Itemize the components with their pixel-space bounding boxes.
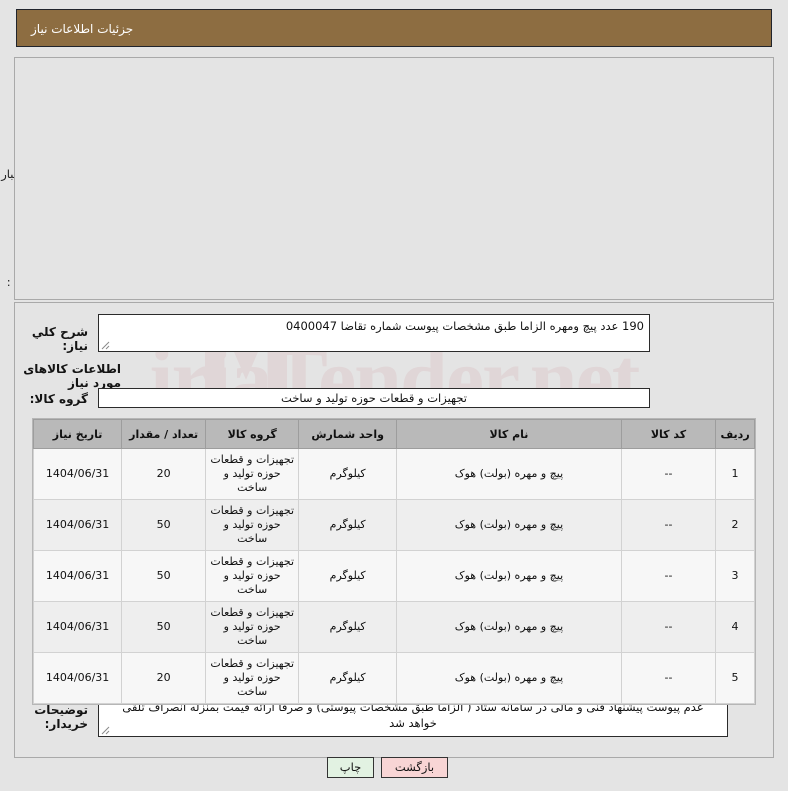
cell-name: پیچ و مهره (بولت) هوک (396, 499, 622, 551)
goods-section-heading: اطلاعات کالاهای مورد نیاز (23, 362, 121, 390)
col-header-code: کد کالا (620, 419, 717, 449)
cell-name: پیچ و مهره (بولت) هوک (396, 550, 622, 602)
cell-unit: کیلوگرم (298, 448, 398, 500)
need-description-textarea[interactable]: 190 عدد پیچ ومهره الزاما طبق مشخصات پیوس… (98, 314, 650, 352)
cell-date: 1404/06/31 (32, 601, 123, 653)
goods-group-field[interactable]: تجهیزات و قطعات حوزه تولید و ساخت (98, 388, 650, 408)
cell-radif: 1 (715, 448, 755, 500)
cell-group: تجهیزات و قطعات حوزه تولید و ساخت (205, 550, 300, 602)
table-row[interactable]: 4 -- پیچ و مهره (بولت) هوک کیلوگرم تجهیز… (32, 601, 755, 653)
cell-name: پیچ و مهره (بولت) هوک (396, 601, 622, 653)
cell-group: تجهیزات و قطعات حوزه تولید و ساخت (205, 601, 300, 653)
col-header-date: تاریخ نیاز (32, 419, 123, 449)
cell-group: تجهیزات و قطعات حوزه تولید و ساخت (205, 499, 300, 551)
table-row[interactable]: 1 -- پیچ و مهره (بولت) هوک کیلوگرم تجهیز… (32, 448, 755, 500)
items-table: ردیف کد کالا نام کالا واحد شمارش گروه کا… (32, 419, 755, 704)
col-header-radif: ردیف (715, 419, 755, 449)
table-row[interactable]: 2 -- پیچ و مهره (بولت) هوک کیلوگرم تجهیز… (32, 499, 755, 551)
cell-code: -- (620, 601, 717, 653)
cell-date: 1404/06/31 (32, 499, 123, 551)
cell-unit: کیلوگرم (298, 499, 398, 551)
col-header-unit: واحد شمارش (298, 419, 398, 449)
cell-unit: کیلوگرم (298, 550, 398, 602)
cell-radif: 2 (715, 499, 755, 551)
cell-qty: 20 (121, 448, 207, 500)
cell-radif: 5 (715, 652, 755, 704)
items-table-body: 1 -- پیچ و مهره (بولت) هوک کیلوگرم تجهیز… (32, 448, 755, 704)
cell-unit: کیلوگرم (298, 652, 398, 704)
items-table-wrapper: ردیف کد کالا نام کالا واحد شمارش گروه کا… (32, 418, 756, 705)
col-header-name: نام کالا (396, 419, 622, 449)
need-description-label: شرح کلي نياز: (31, 325, 88, 353)
cell-date: 1404/06/31 (32, 550, 123, 602)
cell-code: -- (620, 448, 717, 500)
cell-qty: 20 (121, 652, 207, 704)
cell-code: -- (620, 652, 717, 704)
cell-date: 1404/06/31 (32, 448, 123, 500)
cell-qty: 50 (121, 499, 207, 551)
cell-unit: کیلوگرم (298, 601, 398, 653)
cell-radif: 3 (715, 550, 755, 602)
need-description-text: 190 عدد پیچ ومهره الزاما طبق مشخصات پیوس… (285, 319, 644, 333)
cell-code: -- (620, 499, 717, 551)
cell-name: پیچ و مهره (بولت) هوک (396, 652, 622, 704)
cell-qty: 50 (121, 601, 207, 653)
cell-group: تجهیزات و قطعات حوزه تولید و ساخت (205, 448, 300, 500)
col-header-group: گروه کالا (205, 419, 300, 449)
goods-group-label: گروه کالا: (29, 392, 88, 406)
cell-name: پیچ و مهره (بولت) هوک (396, 448, 622, 500)
table-row[interactable]: 5 -- پیچ و مهره (بولت) هوک کیلوگرم تجهیز… (32, 652, 755, 704)
table-row[interactable]: 3 -- پیچ و مهره (بولت) هوک کیلوگرم تجهیز… (32, 550, 755, 602)
cell-qty: 50 (121, 550, 207, 602)
back-button[interactable]: بازگشت (381, 757, 448, 778)
table-header-row: ردیف کد کالا نام کالا واحد شمارش گروه کا… (32, 419, 755, 449)
cell-date: 1404/06/31 (32, 652, 123, 704)
print-button[interactable]: چاپ (327, 757, 374, 778)
need-info-panel (14, 57, 774, 300)
cell-group: تجهیزات و قطعات حوزه تولید و ساخت (205, 652, 300, 704)
cell-radif: 4 (715, 601, 755, 653)
col-header-qty: تعداد / مقدار (121, 419, 207, 449)
buyer-notes-label: توضیحات خریدار: (34, 703, 88, 731)
page-title-bar: جزئیات اطلاعات نیاز (16, 9, 772, 47)
page-title: جزئیات اطلاعات نیاز (31, 22, 134, 36)
buyer-notes-line-3: خواهد شد (389, 716, 437, 730)
cell-code: -- (620, 550, 717, 602)
